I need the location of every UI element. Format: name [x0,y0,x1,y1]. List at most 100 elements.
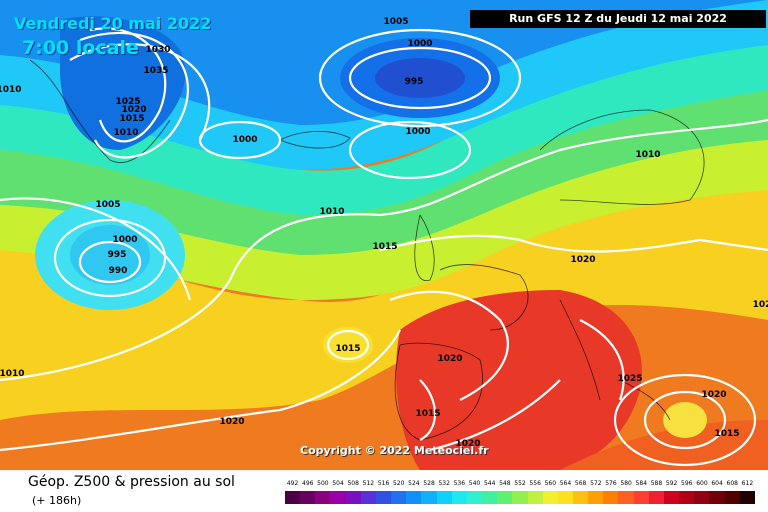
scale-value-label: 600 [696,480,708,487]
field-yellow-greece [663,402,707,438]
isobar-label-iso-1020-med: 1020 [455,439,481,449]
isobar-label-iso-1015-azores: 1015 [335,344,361,354]
scale-value-label: 532 [438,480,450,487]
isobar-label-iso-1015-uk: 1015 [372,242,398,252]
scale-swatch [436,491,452,504]
scale-value-label: 544 [483,480,496,487]
field-low-north-core [375,58,465,98]
scale-swatch [572,491,589,504]
scale-value-label: 516 [377,480,390,487]
scale-swatch [633,491,649,504]
isobar-label-iso-1020-greenland: 1020 [121,105,147,115]
scale-value-label: 612 [741,480,754,487]
scale-swatch [497,491,513,504]
coastlines [29,59,705,441]
scale-value-label: 572 [590,480,602,487]
scale-swatch [285,491,301,504]
scale-swatch [451,491,467,504]
scale-value-label: 568 [574,480,587,487]
field-yellow [0,170,768,420]
scale-value-label: 580 [620,480,632,487]
scale-value-label: 576 [605,480,617,487]
forecast-date: Vendredi 20 mai 2022 [14,14,212,33]
scale-swatch [315,491,331,504]
scale-value-label: 584 [635,480,648,487]
geopotential-map [0,0,768,470]
isobar-label-iso-1020-south: 1020 [219,417,245,427]
scale-swatch [391,491,407,504]
scale-value-label: 564 [559,480,572,487]
isobar-label-iso-1005-top: 1005 [383,17,409,27]
scale-swatch [360,491,376,504]
scale-value-label: 496 [302,480,314,487]
legend-subtitle: (+ 186h) [32,494,82,507]
copyright-text: Copyright © 2022 Meteociel.fr [300,444,489,457]
scale-swatch [542,491,558,504]
scale-swatch [557,491,573,504]
scale-value-label: 512 [362,480,375,487]
isobar-label-iso-1035: 1035 [143,66,169,76]
scale-swatch [300,491,316,504]
field-low-west-core [70,225,150,285]
isobars [0,27,768,467]
field-yellow-azores [323,327,373,363]
isobar-label-iso-995-low: 995 [404,77,424,87]
isobar-label-iso-1020-iberia: 1020 [437,354,463,364]
isobar-label-iso-995-west: 995 [107,250,127,260]
scale-swatch [421,491,437,504]
scale-value-label: 560 [544,480,557,487]
isobar-label-iso-1030: 1030 [145,45,171,55]
scale-swatch [482,491,498,504]
scale-swatch [663,491,680,504]
isobar-label-iso-1010-scandinavia: 1010 [635,150,661,160]
scale-value-label: 528 [423,480,435,487]
scale-value-label: 556 [529,480,541,487]
color-scale-labels: 492 496 500 504 508 512 516 520 524 528 532 536 540 5… [285,480,755,490]
isobar-label-iso-990-west: 990 [108,266,128,276]
field-cyan [0,0,768,170]
scale-swatch [466,491,483,504]
isobar-label-iso-1010-atlantic: 1010 [319,207,345,217]
scale-swatch [406,491,422,504]
scale-value-label: 540 [468,480,481,487]
scale-swatch [527,491,543,504]
isobar-label-iso-1020-central: 1020 [570,255,596,265]
scale-swatch [724,491,740,504]
scale-value-label: 608 [726,480,738,487]
field-red-europe [396,290,642,470]
scale-value-label: 508 [347,480,359,487]
isobar-label-iso-1010-greenland: 1010 [113,128,139,138]
isobar-label-iso-1010-left: 1010 [0,85,22,95]
scale-swatch [709,491,725,504]
scale-value-label: 552 [514,480,526,487]
scale-value-label: 604 [711,480,723,487]
scale-swatch [618,491,634,504]
scale-swatch [330,491,346,504]
scale-value-label: 596 [681,480,693,487]
scale-value-label: 536 [453,480,466,487]
isobar-label-iso-1020-greece: 1020 [701,390,727,400]
scale-swatch [679,491,695,504]
isobar-label-iso-1025-balkans: 1025 [617,374,643,384]
scale-value-label: 504 [332,480,344,487]
isobar-label-iso-1015-greenland: 1015 [119,114,145,124]
scale-swatch [588,491,604,504]
scale-swatch [603,491,619,504]
isobar-label-iso-1020-right: 102 [752,300,768,310]
color-scale-bar [285,491,755,504]
isobar-label-iso-1015-turkey: 1015 [714,429,740,439]
scale-value-label: 520 [392,480,405,487]
model-run-banner: Run GFS 12 Z du Jeudi 12 mai 2022 [470,10,766,28]
isobar-label-iso-1015-iberia: 1015 [415,409,441,419]
scale-value-label: 492 [286,480,299,487]
scale-value-label: 588 [650,480,663,487]
scale-value-label: 524 [408,480,420,487]
isobar-label-iso-1005-west: 1005 [95,200,121,210]
scale-swatch [739,491,755,504]
scale-value-label: 548 [499,480,511,487]
scale-value-label: 592 [665,480,678,487]
forecast-time: 7:00 locale [22,37,139,59]
scale-swatch [648,491,664,504]
scale-swatch [375,491,392,504]
